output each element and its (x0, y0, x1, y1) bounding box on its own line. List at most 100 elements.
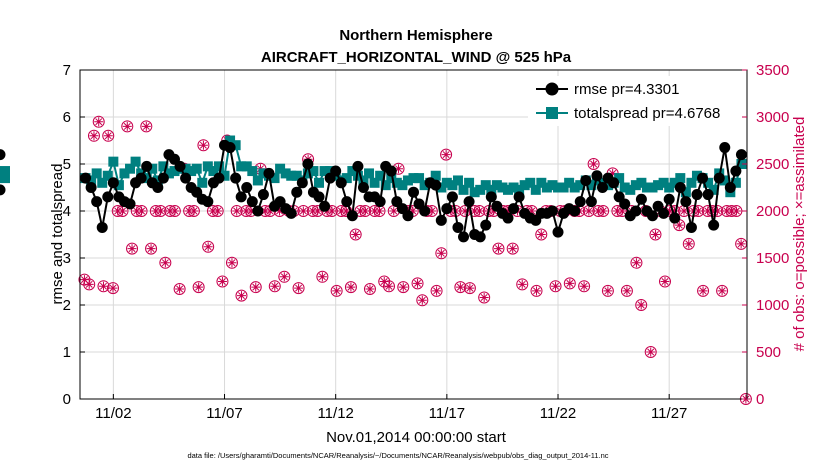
obs-possible-marker (506, 242, 519, 255)
obs-assimilated-marker (127, 244, 137, 254)
totalspread-point (708, 184, 719, 195)
obs-assimilated-marker (175, 284, 185, 294)
obs-possible-marker (563, 277, 576, 290)
obs-count-point (430, 284, 443, 297)
rmse-point (202, 196, 214, 208)
rmse-point (85, 182, 97, 193)
rmse-point (91, 196, 103, 208)
obs-possible-marker (97, 280, 110, 293)
obs-assimilated-marker (146, 244, 156, 254)
obs-count-point (159, 256, 172, 269)
rmse-point (291, 186, 303, 198)
obs-count-point (78, 273, 91, 286)
rmse-point (596, 182, 608, 193)
obs-assimilated-marker (727, 206, 737, 216)
rmse-point (230, 172, 242, 184)
obs-assimilated-marker (203, 242, 213, 252)
totalspread-point (464, 177, 475, 188)
totalspread-point (391, 177, 402, 188)
obs-possible-marker (87, 129, 100, 142)
obs-assimilated-marker (384, 281, 394, 291)
obs-assimilated-marker (79, 275, 89, 285)
x-tick-label: 11/22 (540, 405, 576, 422)
obs-count-point (192, 281, 205, 294)
obs-count-point (97, 280, 110, 293)
obs-assimilated-marker (94, 117, 104, 127)
obs-possible-marker (716, 284, 729, 297)
totalspread-point (458, 184, 469, 195)
obs-possible-marker (397, 281, 410, 294)
obs-possible-marker (235, 289, 248, 302)
obs-assimilated-marker (598, 206, 608, 216)
rmse-point (263, 167, 275, 179)
obs-assimilated-marker (208, 206, 218, 216)
rmse-point (385, 165, 397, 177)
totalspread-point (369, 177, 380, 188)
obs-possible-marker (192, 281, 205, 294)
totalspread-point (186, 166, 197, 177)
obs-assimilated-marker (98, 281, 108, 291)
obs-assimilated-marker (684, 239, 694, 249)
obs-count-point (411, 277, 424, 290)
legend-spread-marker (546, 107, 558, 119)
obs-assimilated-marker (355, 206, 365, 216)
totalspread-point (730, 177, 741, 188)
obs-assimilated-marker (360, 206, 370, 216)
x-tick-label: 11/12 (317, 405, 353, 422)
totalspread-point (491, 180, 502, 191)
obs-possible-marker (682, 237, 695, 250)
obs-assimilated-marker (170, 206, 180, 216)
rmse-point (357, 182, 369, 193)
obs-assimilated-marker (584, 206, 594, 216)
rmse-point (141, 160, 153, 172)
obs-assimilated-marker (617, 206, 627, 216)
obs-count-point (549, 280, 562, 293)
obs-count-point (344, 281, 357, 294)
obs-possible-marker (140, 120, 153, 133)
obs-assimilated-marker (160, 258, 170, 268)
totalspread-point (614, 173, 625, 184)
obs-assimilated-marker (332, 286, 342, 296)
obs-assimilated-marker (336, 206, 346, 216)
rmse-point (213, 172, 225, 184)
totalspread-point (586, 180, 597, 191)
obs-assimilated-marker (460, 206, 470, 216)
y-tick-label: 4 (63, 203, 71, 220)
obs-assimilated-marker (579, 281, 589, 291)
obs-possible-marker (330, 284, 343, 297)
totalspread-point (619, 182, 630, 193)
obs-count-point (106, 282, 119, 295)
rmse-point (430, 179, 442, 191)
totalspread-point (680, 187, 691, 198)
totalspread-point (291, 170, 302, 181)
obs-count-point (268, 280, 281, 293)
obs-count-point (249, 281, 262, 294)
rmse-point (174, 160, 186, 172)
totalspread-point (541, 182, 552, 193)
obs-count-point (235, 289, 248, 302)
obs-assimilated-marker (665, 206, 675, 216)
totalspread-point (386, 173, 397, 184)
totalspread-point (397, 180, 408, 191)
totalspread-point (641, 182, 652, 193)
obs-count-point (535, 228, 548, 241)
obs-assimilated-marker (298, 206, 308, 216)
obs-count-point (373, 205, 386, 217)
totalspread-point (152, 175, 163, 186)
totalspread-point (558, 182, 569, 193)
obs-assimilated-marker (612, 206, 622, 216)
obs-possible-marker (440, 148, 453, 161)
rmse-point (446, 191, 458, 203)
totalspread-point (686, 177, 697, 188)
rmse-point (680, 196, 692, 208)
obs-assimilated-marker (731, 206, 741, 216)
totalspread-point (419, 180, 430, 191)
obs-assimilated-marker (693, 206, 703, 216)
obs-count-point (126, 242, 139, 255)
obs-assimilated-marker (717, 286, 727, 296)
rmse-point (697, 172, 709, 184)
totalspread-point (653, 180, 664, 191)
obs-possible-marker (316, 270, 329, 283)
totalspread-point (219, 170, 230, 181)
totalspread-point (691, 170, 702, 181)
